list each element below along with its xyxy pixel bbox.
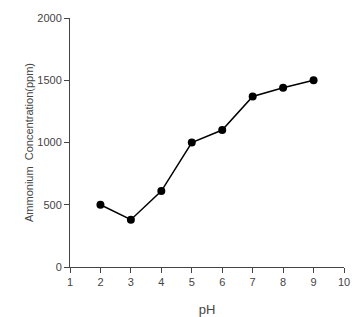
svg-text:10: 10 <box>338 276 350 288</box>
svg-text:6: 6 <box>219 276 225 288</box>
svg-text:Ammonium Concentration(ppm): Ammonium Concentration(ppm) <box>23 63 35 222</box>
svg-text:2000: 2000 <box>37 12 61 24</box>
svg-text:9: 9 <box>310 276 316 288</box>
svg-text:8: 8 <box>280 276 286 288</box>
svg-text:1500: 1500 <box>37 74 61 86</box>
svg-text:1000: 1000 <box>37 136 61 148</box>
svg-text:4: 4 <box>158 276 164 288</box>
svg-text:500: 500 <box>43 199 61 211</box>
svg-text:5: 5 <box>189 276 195 288</box>
svg-text:0: 0 <box>56 261 62 273</box>
svg-text:2: 2 <box>97 276 103 288</box>
svg-text:1: 1 <box>67 276 73 288</box>
svg-text:7: 7 <box>250 276 256 288</box>
svg-text:3: 3 <box>128 276 134 288</box>
svg-text:pH: pH <box>199 302 216 317</box>
